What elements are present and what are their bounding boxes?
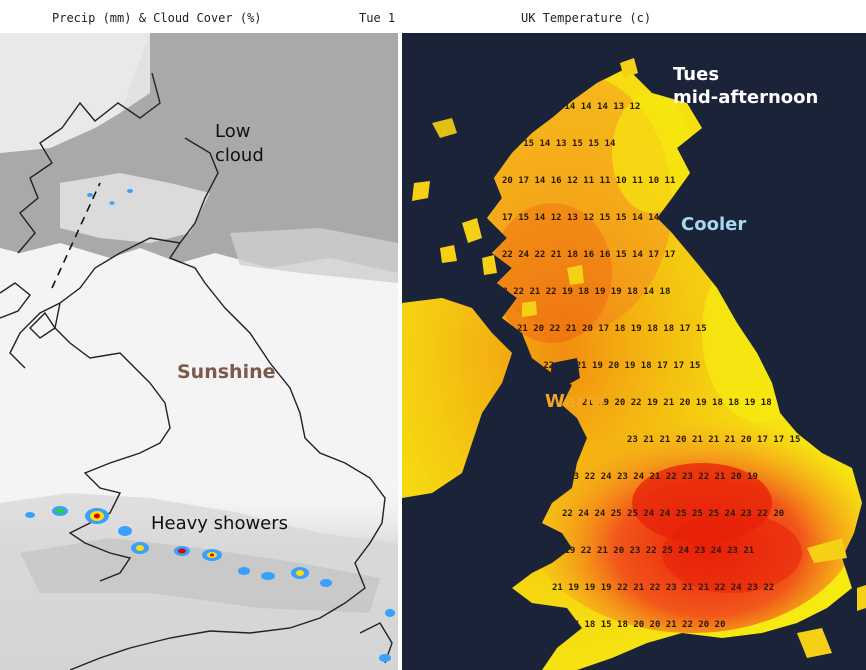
temperature-row: 15 15 14 13 15 15 14 [507, 139, 616, 149]
cooler-label: Cooler [681, 214, 747, 235]
precip-cloud-map[interactable]: Low cloud Sunshine Heavy showers [0, 33, 398, 670]
temperature-row: 21 20 22 21 20 17 18 19 18 18 17 15 [517, 324, 707, 334]
header-bar: Precip (mm) & Cloud Cover (%) Tue 1 UK T… [0, 0, 866, 33]
temperature-row: 21 19 19 19 22 21 22 23 21 21 22 24 23 2… [552, 583, 774, 593]
precip-cloud-svg [0, 33, 398, 670]
coastline [0, 72, 393, 670]
front-line [51, 182, 101, 289]
right-map-title: UK Temperature (c) [521, 11, 652, 25]
sunshine-label: Sunshine [177, 361, 276, 383]
temperature-row: 22 22 21 22 19 18 19 19 18 14 18 [497, 287, 670, 297]
temperature-row: 14 14 14 14 14 13 12 [532, 102, 640, 112]
temperature-row: 17 17 19 22 21 20 23 22 25 24 23 24 23 2… [532, 546, 754, 556]
low-cloud-label: Low cloud [215, 121, 264, 166]
time-label: Tue 1 [359, 11, 396, 25]
temperature-row: 23 21 21 20 21 21 21 20 17 17 15 [627, 435, 800, 445]
heavy-showers-label: Heavy showers [151, 513, 289, 534]
temperature-row: 20 17 14 16 12 11 11 10 11 10 11 [502, 176, 675, 186]
temperature-row: 18 17 18 15 18 20 20 21 22 20 20 [552, 620, 725, 630]
temperature-svg: 14 14 14 14 14 13 12 15 15 14 13 15 15 14… [402, 33, 866, 670]
temperature-row: 17 15 14 12 13 12 15 15 14 14 14 [502, 213, 676, 223]
temperature-row: 22 23 22 24 23 24 21 22 23 22 21 20 19 [552, 472, 758, 482]
left-map-title: Precip (mm) & Cloud Cover (%) [52, 11, 262, 25]
temperature-map[interactable]: 14 14 14 14 14 13 12 15 15 14 13 15 15 14… [402, 33, 866, 670]
temperature-row: 22 24 22 21 18 16 16 15 14 17 17 [502, 250, 675, 260]
time-annotation: Tues mid-afternoon [673, 64, 819, 108]
temperature-row: 22 22 22 21 19 20 19 18 17 17 15 [527, 361, 700, 371]
islands [412, 58, 866, 658]
isle-of-man-sea [550, 358, 580, 388]
panel-divider [398, 33, 402, 670]
temperature-row: 21 19 20 22 19 21 20 19 18 18 19 18 [582, 398, 772, 408]
temperature-grid: 14 14 14 14 14 13 12 15 15 14 13 15 15 14… [497, 102, 800, 630]
temperature-row: 22 24 24 25 25 24 24 25 25 25 24 23 22 2… [562, 509, 784, 519]
heavy-shower-cells [25, 189, 395, 662]
warm-label: Warm [545, 391, 604, 412]
